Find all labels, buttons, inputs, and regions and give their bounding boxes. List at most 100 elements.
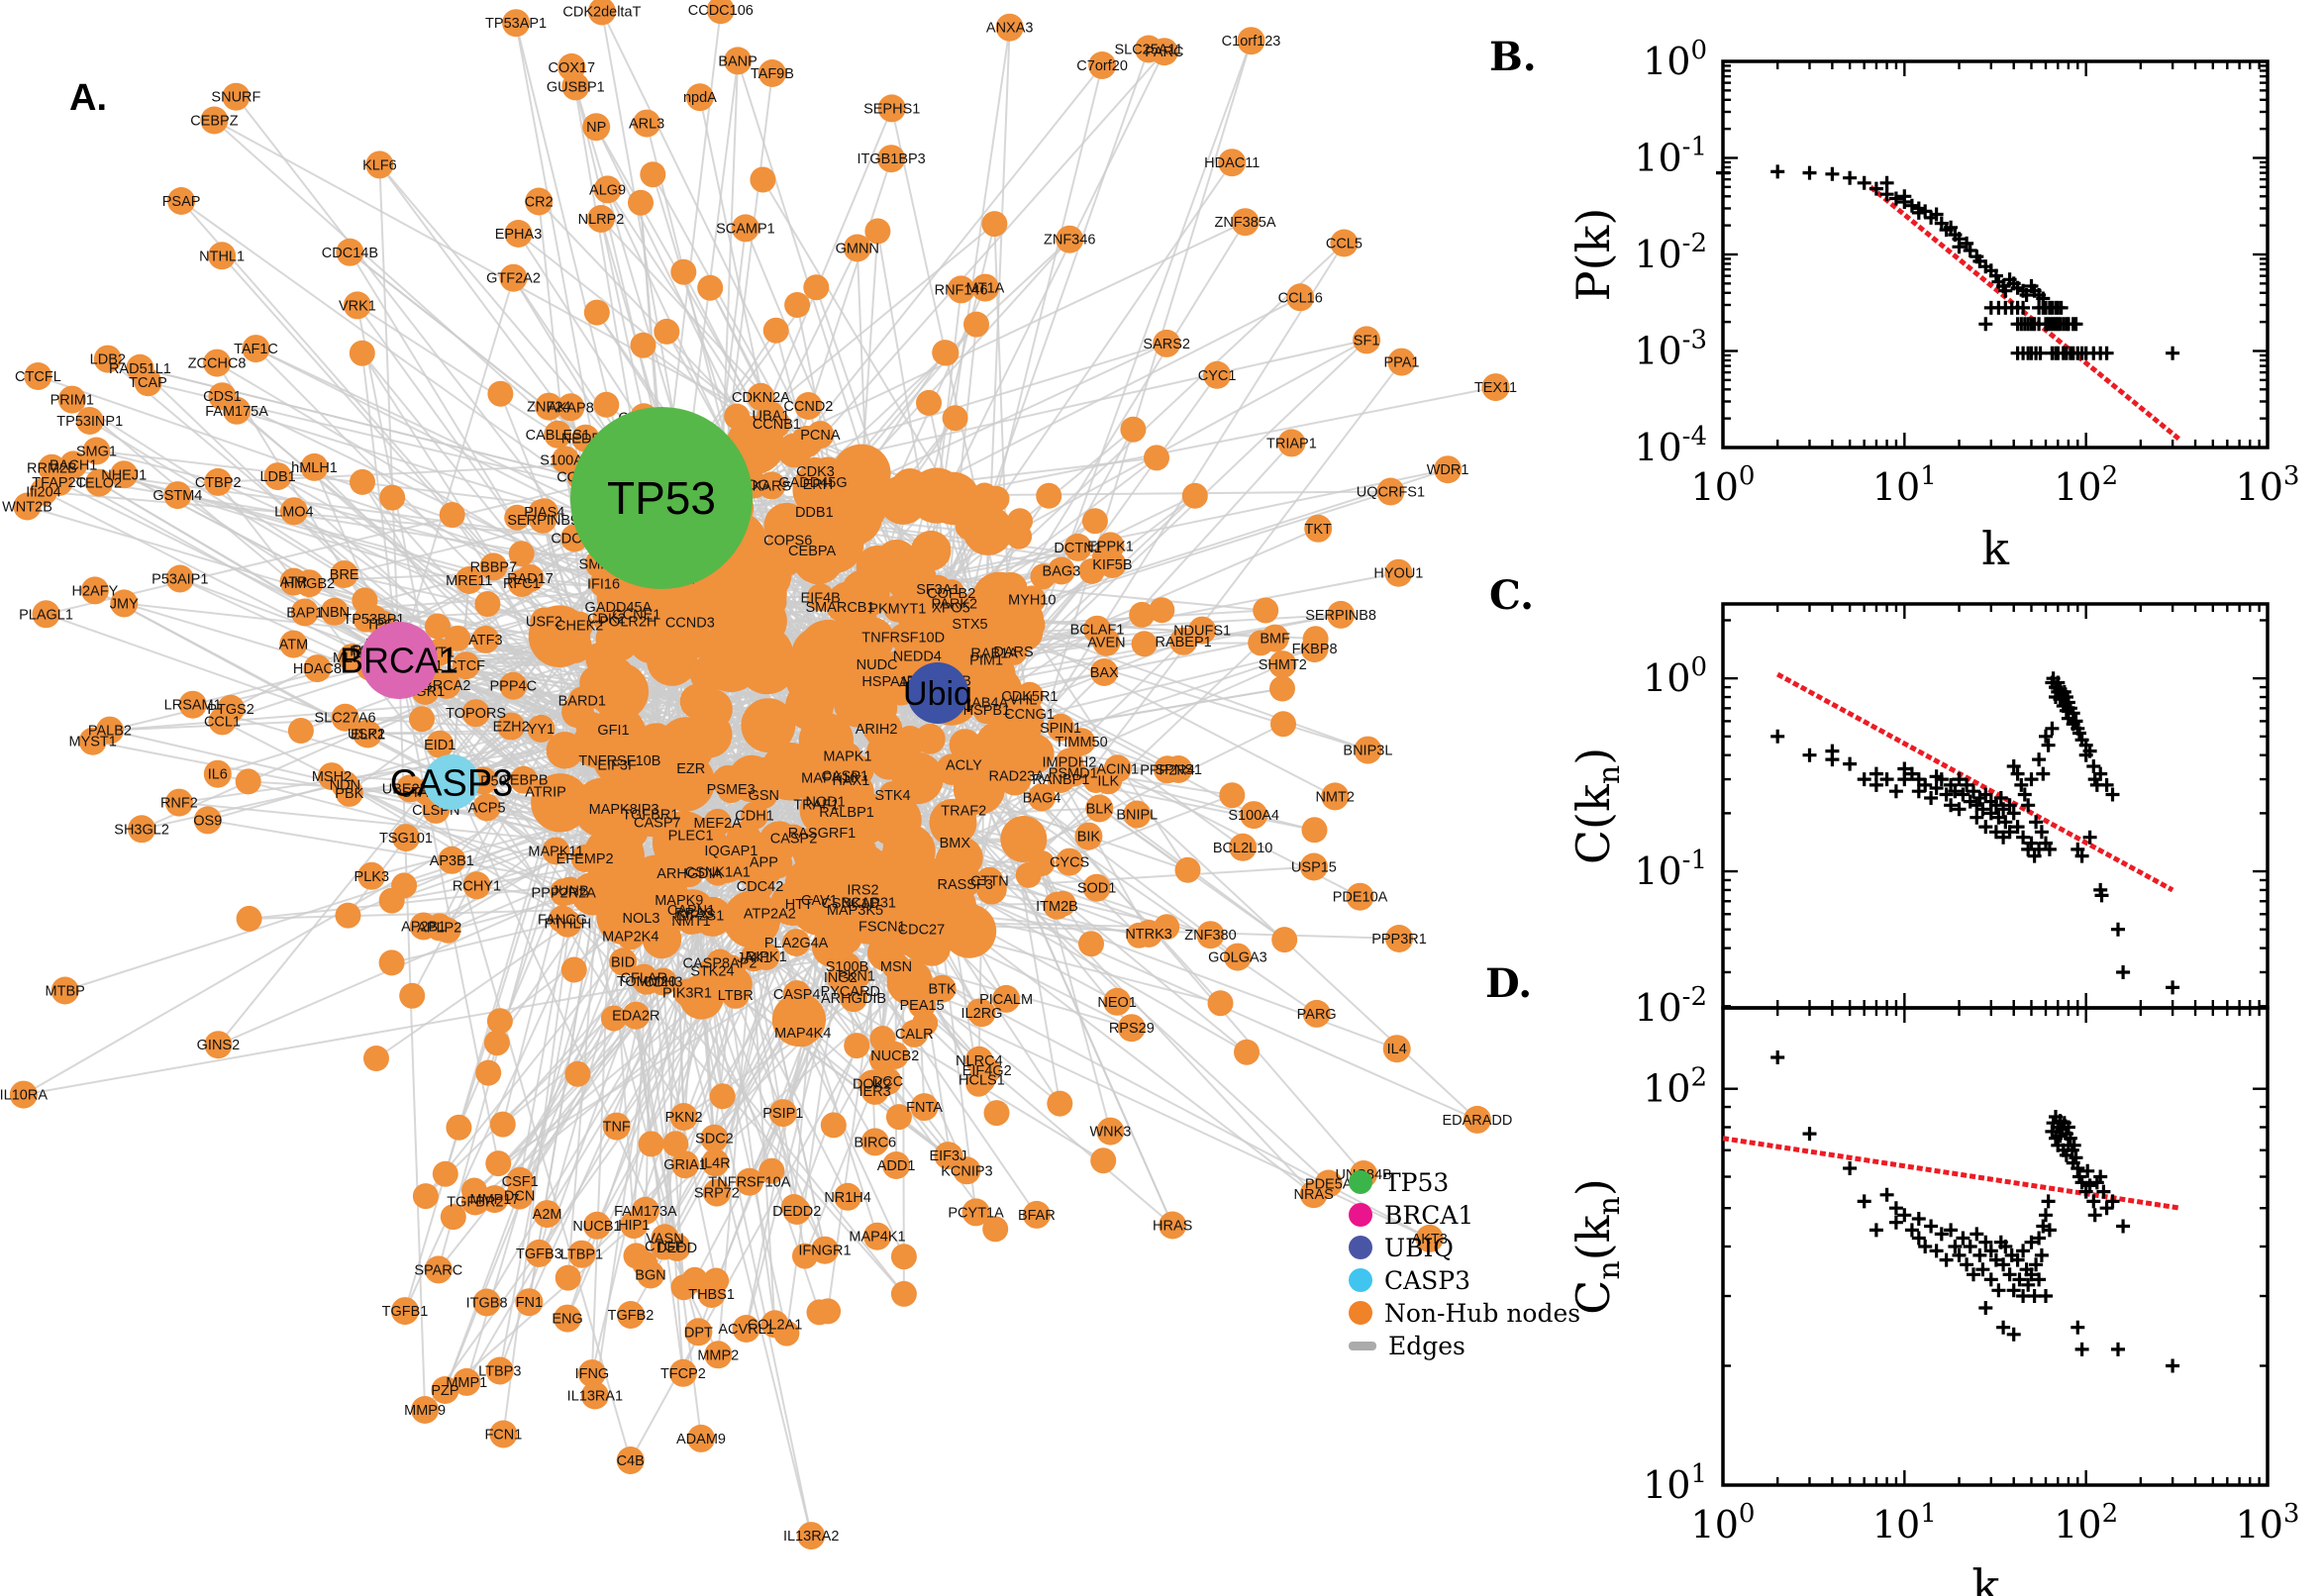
network-node[interactable] <box>1056 225 1084 253</box>
network-node[interactable] <box>933 340 960 366</box>
network-node[interactable] <box>483 1030 510 1056</box>
network-node[interactable] <box>721 980 750 1009</box>
network-node[interactable] <box>1123 800 1152 829</box>
network-node[interactable] <box>336 238 364 266</box>
network-node[interactable] <box>497 712 526 741</box>
network-node[interactable] <box>1229 833 1258 861</box>
network-node[interactable] <box>556 393 585 422</box>
network-node[interactable] <box>599 716 628 744</box>
network-node[interactable] <box>1327 600 1356 629</box>
network-node[interactable] <box>699 630 762 692</box>
network-node[interactable] <box>1463 1105 1491 1134</box>
network-node[interactable] <box>1382 1035 1411 1063</box>
network-node[interactable] <box>717 836 746 864</box>
network-node[interactable] <box>1088 51 1117 79</box>
network-node[interactable] <box>365 150 394 179</box>
network-node[interactable] <box>128 815 156 844</box>
network-node[interactable] <box>1385 925 1413 952</box>
network-node[interactable] <box>947 906 994 952</box>
network-node[interactable] <box>50 976 79 1005</box>
network-node[interactable] <box>575 711 606 743</box>
network-node[interactable] <box>1277 429 1306 457</box>
network-node[interactable] <box>1074 822 1103 850</box>
network-node[interactable] <box>623 1243 650 1269</box>
network-node[interactable] <box>75 407 104 435</box>
network-node[interactable] <box>409 912 438 941</box>
network-node[interactable] <box>934 1142 962 1170</box>
network-node[interactable] <box>1067 728 1096 756</box>
network-node[interactable] <box>1261 624 1289 652</box>
network-node[interactable] <box>1153 329 1181 357</box>
network-node[interactable] <box>880 1041 909 1069</box>
network-node[interactable] <box>236 905 262 932</box>
network-node[interactable] <box>1203 360 1232 389</box>
network-node[interactable] <box>941 828 969 856</box>
network-node[interactable] <box>593 175 622 204</box>
network-node[interactable] <box>616 1446 645 1474</box>
network-node[interactable] <box>438 846 466 874</box>
network-node[interactable] <box>709 1083 736 1110</box>
network-node[interactable] <box>587 655 637 704</box>
network-node[interactable] <box>1015 861 1042 888</box>
network-node[interactable] <box>1043 891 1071 920</box>
network-node[interactable] <box>697 274 724 301</box>
network-node[interactable] <box>610 795 639 824</box>
network-node[interactable] <box>45 467 73 496</box>
network-node[interactable] <box>746 871 774 900</box>
network-node[interactable] <box>1096 1117 1125 1146</box>
network-node[interactable] <box>222 82 251 111</box>
network-node[interactable] <box>203 349 232 377</box>
network-node[interactable] <box>839 833 877 871</box>
network-node[interactable] <box>1135 35 1162 63</box>
network-node[interactable] <box>279 630 308 658</box>
network-node[interactable] <box>676 821 705 849</box>
network-node[interactable] <box>1047 713 1075 742</box>
network-node[interactable] <box>908 990 937 1019</box>
network-node[interactable] <box>617 1301 645 1329</box>
network-node[interactable] <box>178 690 207 719</box>
network-node[interactable] <box>735 1167 763 1196</box>
network-node[interactable] <box>992 984 1021 1013</box>
network-node[interactable] <box>860 1128 889 1156</box>
network-node[interactable] <box>440 1204 466 1231</box>
network-node[interactable] <box>916 389 942 416</box>
network-node[interactable] <box>399 982 426 1009</box>
network-node[interactable] <box>1269 675 1295 702</box>
network-node[interactable] <box>955 514 981 541</box>
network-node[interactable] <box>758 1157 785 1184</box>
network-node[interactable] <box>630 332 656 358</box>
network-node[interactable] <box>474 591 501 617</box>
network-node[interactable] <box>675 859 704 888</box>
network-node[interactable] <box>300 452 329 481</box>
network-node[interactable] <box>378 949 405 976</box>
network-node[interactable] <box>1188 616 1217 645</box>
network-node[interactable] <box>773 526 802 554</box>
network-node[interactable] <box>279 497 308 526</box>
network-node[interactable] <box>587 205 615 233</box>
network-node[interactable] <box>953 1156 981 1185</box>
network-node[interactable] <box>669 1103 698 1131</box>
network-node[interactable] <box>1234 1039 1260 1065</box>
network-node[interactable] <box>110 589 139 618</box>
network-node[interactable] <box>950 796 978 825</box>
network-node[interactable] <box>873 1067 902 1096</box>
network-node[interactable] <box>235 768 261 795</box>
network-node[interactable] <box>972 1056 1001 1085</box>
network-node[interactable] <box>1434 455 1463 484</box>
network-node[interactable] <box>555 1264 581 1291</box>
network-node[interactable] <box>593 391 620 418</box>
network-node[interactable] <box>1085 794 1114 823</box>
network-node[interactable] <box>24 362 52 390</box>
network-node[interactable] <box>811 1236 839 1264</box>
network-node[interactable] <box>940 589 968 618</box>
network-node[interactable] <box>604 593 633 622</box>
network-node[interactable] <box>836 977 864 1005</box>
network-node[interactable] <box>164 788 193 817</box>
network-node[interactable] <box>1159 1211 1187 1240</box>
network-node[interactable] <box>947 275 975 304</box>
network-node[interactable] <box>426 730 454 758</box>
network-node[interactable] <box>475 1059 502 1086</box>
network-node[interactable] <box>907 915 936 944</box>
network-node[interactable] <box>1253 597 1279 624</box>
network-node[interactable] <box>525 187 554 216</box>
